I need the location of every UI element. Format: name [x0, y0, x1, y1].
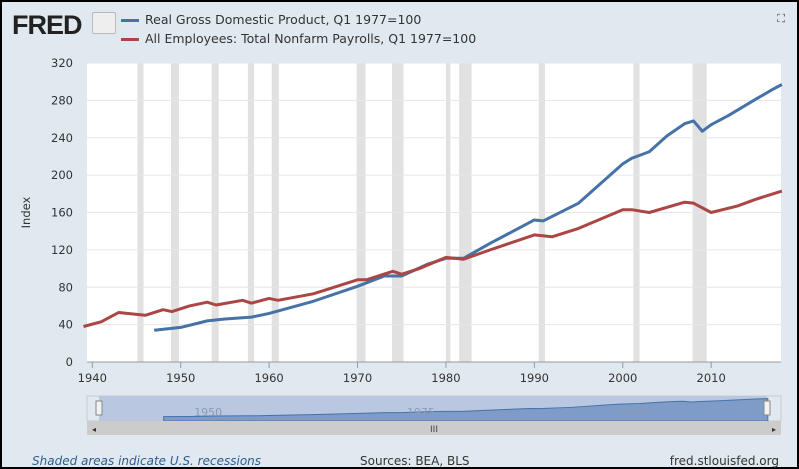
y-tick-label: 40 [58, 318, 73, 332]
scroll-right-arrow-icon[interactable]: ▸ [772, 425, 776, 434]
y-axis-label: Index [19, 196, 33, 228]
x-tick-label: 1960 [254, 371, 283, 385]
navigator-series [163, 398, 769, 422]
series-line-gdp[interactable] [154, 83, 783, 332]
y-tick-label: 280 [51, 93, 73, 107]
y-tick-label: 0 [66, 355, 73, 369]
legend-label-gdp: Real Gross Domestic Product, Q1 1977=100 [145, 12, 422, 27]
navigator-handle-right[interactable] [763, 400, 771, 416]
y-tick-label: 320 [51, 56, 73, 70]
legend-item-gdp[interactable]: Real Gross Domestic Product, Q1 1977=100 [121, 12, 421, 27]
x-tick-label: 2000 [608, 371, 637, 385]
scroll-left-arrow-icon[interactable]: ◂ [92, 425, 96, 434]
legend-item-payrolls[interactable]: All Employees: Total Nonfarm Payrolls, Q… [121, 31, 476, 46]
navigator-label: 1950 [194, 406, 222, 419]
navigator-handle-left[interactable] [95, 400, 103, 416]
navigator-label: 1975 [407, 406, 435, 419]
x-tick-label: 1990 [520, 371, 549, 385]
graph-logo-icon [92, 12, 116, 34]
y-tick-label: 200 [51, 168, 73, 182]
recession-note[interactable]: Shaded areas indicate U.S. recessions [32, 454, 262, 468]
x-tick-label: 2010 [697, 371, 726, 385]
sources: Sources: BEA, BLS [360, 454, 470, 468]
site-link[interactable]: fred.stlouisfed.org [669, 454, 779, 468]
y-tick-label: 240 [51, 131, 73, 145]
navigator-label: 2000 [620, 406, 648, 419]
y-tick-label: 120 [51, 243, 73, 257]
x-tick-label: 1940 [78, 371, 107, 385]
legend-swatch-payrolls [121, 38, 139, 41]
legend-label-payrolls: All Employees: Total Nonfarm Payrolls, Q… [145, 31, 477, 46]
fullscreen-icon[interactable]: ⛶ [777, 12, 785, 25]
y-tick-label: 80 [58, 280, 73, 294]
fred-logo[interactable]: FRED [12, 10, 82, 40]
x-tick-label: 1970 [343, 371, 372, 385]
series-line-payrolls[interactable] [83, 189, 783, 328]
y-tick-label: 160 [51, 206, 73, 220]
scrollbar[interactable] [87, 421, 781, 435]
legend-swatch-gdp [121, 19, 139, 22]
x-tick-label: 1950 [166, 371, 195, 385]
x-tick-label: 1980 [431, 371, 460, 385]
scrollbar-grip[interactable]: III [430, 425, 438, 435]
